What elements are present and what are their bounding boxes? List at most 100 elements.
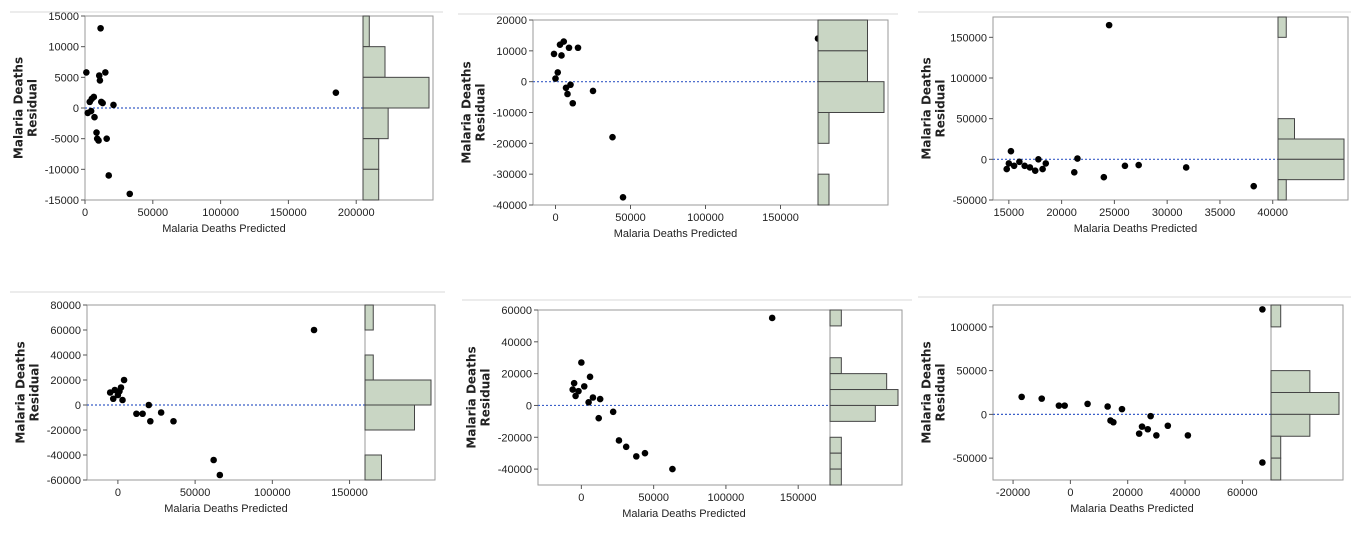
x-tick-label: 100000	[202, 207, 239, 219]
residual-point	[578, 359, 585, 366]
histogram-bar	[1270, 413, 1311, 437]
residual-point	[99, 99, 106, 107]
x-axis-title: Malaria Deaths Predicted	[1074, 223, 1198, 235]
x-tick-label: 20000	[1112, 487, 1143, 499]
y-axis-title-line: Malaria Deaths	[465, 346, 479, 448]
residual-point	[589, 394, 597, 401]
y-axis-title-line: Malaria Deaths	[14, 341, 28, 443]
x-tick-label: 100000	[708, 492, 745, 504]
residual-point	[564, 90, 571, 98]
x-axis-title: Malaria Deaths Predicted	[162, 223, 286, 235]
residual-point	[133, 410, 140, 418]
residual-point	[1042, 160, 1050, 167]
plot-area	[537, 309, 831, 486]
residual-point	[1016, 158, 1023, 166]
histogram-bar	[817, 81, 885, 113]
residual-point	[145, 401, 153, 409]
y-tick-label: 0	[75, 400, 81, 412]
residual-point	[1182, 164, 1190, 171]
x-tick-label: 40000	[1170, 487, 1201, 499]
histogram-bar	[1277, 118, 1295, 140]
residual-point	[768, 314, 776, 322]
residual-point	[1104, 403, 1111, 410]
y-tick-label: 50000	[956, 114, 987, 126]
x-tick-label: 150000	[331, 487, 368, 499]
x-axis-title: Malaria Deaths Predicted	[622, 508, 746, 520]
residual-point	[570, 379, 578, 387]
residual-point	[110, 101, 117, 109]
residual-point	[589, 87, 597, 95]
y-tick-label: 40000	[501, 337, 532, 349]
residual-point	[1031, 167, 1039, 175]
histogram-bar	[362, 46, 386, 78]
y-tick-label: 100000	[950, 322, 987, 334]
y-tick-label: 0	[526, 400, 532, 412]
residual-point	[147, 417, 154, 425]
residual-point	[1184, 432, 1192, 439]
residual-point	[609, 408, 617, 416]
histogram-bar	[364, 404, 415, 431]
y-tick-label: 50000	[956, 366, 987, 378]
plot-area	[84, 15, 364, 201]
y-axis-title-line: Residual	[473, 84, 487, 142]
residual-point	[1250, 182, 1258, 190]
residual-point	[596, 395, 604, 403]
residual-point	[126, 190, 134, 198]
y-tick-label: 15000	[48, 11, 79, 23]
histogram-bar	[1270, 304, 1282, 328]
residual-point	[1003, 165, 1011, 173]
histogram-bar	[829, 309, 842, 327]
residual-point	[575, 387, 582, 395]
y-axis-title-line: Malaria Deaths	[920, 341, 934, 443]
residual-point	[567, 81, 574, 89]
residual-point	[93, 129, 100, 136]
y-tick-label: -15000	[45, 195, 79, 207]
residual-point	[91, 113, 98, 121]
residual-point	[1005, 160, 1013, 167]
residual-point	[1038, 395, 1046, 402]
y-axis-title-line: Malaria Deaths	[460, 61, 474, 163]
x-tick-label: 0	[82, 207, 88, 219]
y-axis-title-line: Residual	[478, 369, 492, 427]
histogram-bar	[364, 304, 374, 331]
residual-point	[1144, 425, 1152, 433]
residual-point	[641, 449, 649, 457]
y-tick-label: -30000	[493, 169, 527, 181]
residual-point	[95, 137, 102, 144]
y-tick-label: -20000	[47, 425, 81, 437]
residual-point	[569, 386, 576, 393]
y-tick-label: 20000	[501, 369, 532, 381]
residual-panel-4: 80000 60000 40000 20000 0 -20000 -40000 -60000 0…	[10, 291, 445, 515]
y-axis-title: Malaria DeathsResidual	[465, 346, 493, 448]
residual-point	[96, 77, 104, 84]
y-tick-label: -50000	[953, 453, 987, 465]
x-tick-label: 35000	[1205, 207, 1236, 219]
y-axis-title-line: Residual	[27, 364, 41, 422]
residual-point	[170, 417, 177, 425]
y-tick-label: -40000	[493, 200, 527, 212]
x-tick-label: 50000	[638, 492, 669, 504]
residual-point	[565, 44, 573, 52]
histogram-bar	[1277, 16, 1287, 38]
residual-point	[572, 392, 579, 400]
y-tick-label: -50000	[953, 195, 987, 207]
residual-point	[1138, 423, 1146, 430]
residual-point	[560, 38, 568, 45]
x-tick-label: 150000	[780, 492, 817, 504]
residual-point	[97, 24, 104, 32]
residual-point	[1110, 418, 1117, 426]
residual-point	[1026, 164, 1034, 171]
residual-point	[310, 326, 318, 334]
residual-point	[1074, 155, 1081, 162]
residual-point	[574, 44, 582, 52]
y-tick-label: 10000	[496, 46, 527, 58]
x-tick-label: 0	[552, 212, 558, 224]
y-axis-title: Malaria DeathsResidual	[12, 57, 40, 159]
residual-point	[1259, 306, 1266, 313]
y-tick-label: -60000	[47, 475, 81, 487]
x-axis-title: Malaria Deaths Predicted	[164, 503, 288, 515]
residual-point	[1084, 400, 1091, 408]
y-axis-title-line: Malaria Deaths	[12, 57, 26, 159]
histogram-bar	[1277, 138, 1345, 160]
